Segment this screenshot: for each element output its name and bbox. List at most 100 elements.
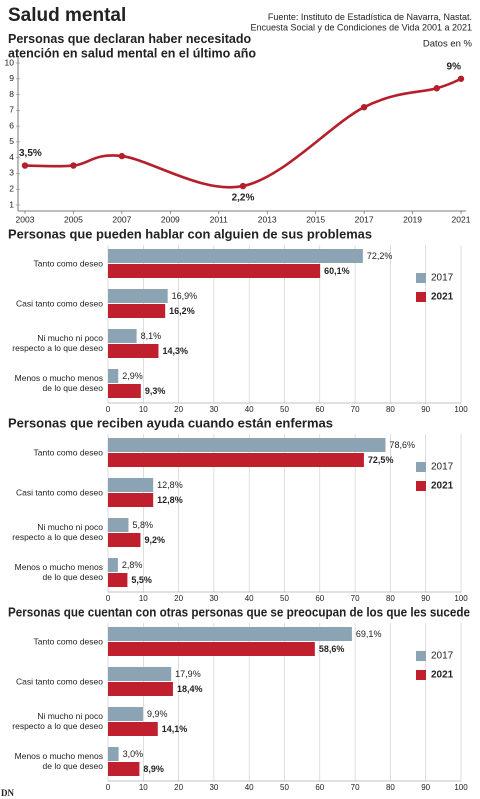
line-chart-title: Personas que declaran haber necesitado at… (8, 32, 256, 60)
value-label: 72,2% (367, 251, 393, 261)
x-tick-label: 2015 (306, 214, 325, 224)
x-tick-label: 90 (421, 594, 430, 603)
line (24, 77, 462, 189)
category-label: Ni mucho ni poco respecto a lo que deseo (12, 333, 103, 353)
y-tick-label: 9 (9, 73, 14, 83)
legend-label: 2017 (431, 273, 454, 284)
value-label: 69,1% (356, 629, 382, 639)
x-tick-label: 60 (315, 405, 324, 414)
point (70, 162, 77, 169)
category-label: Tanto como deseo (34, 447, 104, 457)
point (360, 103, 368, 111)
x-tick-label: 30 (209, 405, 218, 414)
x-tick-label: 80 (386, 594, 395, 603)
x-tick-label: 10 (139, 783, 148, 792)
x-tick-label: 70 (351, 594, 360, 603)
bar (108, 573, 128, 587)
value-label: 3,5% (19, 148, 42, 159)
category-label: Ni mucho ni poco respecto a lo que deseo (12, 522, 103, 542)
category-label: Ni mucho ni poco respecto a lo que deseo (12, 711, 103, 731)
y-tick-label: 6 (9, 120, 14, 130)
bar (108, 762, 140, 776)
legend-swatch (416, 651, 426, 661)
category-label: Menos o mucho menos de lo que deseo (15, 751, 104, 771)
x-tick-label: 2013 (258, 214, 277, 224)
category-label: Tanto como deseo (34, 258, 104, 268)
x-tick-label: 2021 (452, 214, 471, 224)
legend-swatch (416, 292, 426, 302)
y-tick-label: 3 (9, 168, 14, 178)
value-label: 8,1% (141, 331, 162, 341)
x-tick-label: 50 (280, 405, 289, 414)
category-label: Menos o mucho menos de lo que deseo (15, 562, 104, 582)
value-label: 2,2% (232, 193, 255, 204)
value-label: 9,9% (147, 709, 168, 719)
bar (108, 667, 172, 681)
x-tick-label: 40 (245, 783, 254, 792)
x-tick-label: 10 (139, 405, 148, 414)
x-tick-label: 30 (209, 594, 218, 603)
legend-swatch (416, 670, 426, 680)
bar (108, 533, 141, 547)
legend-label: 2021 (431, 481, 454, 492)
point (21, 162, 29, 169)
x-tick-label: 100 (454, 405, 468, 414)
legend-swatch (416, 273, 426, 283)
legend-swatch (416, 462, 426, 472)
value-label: 5,8% (132, 520, 153, 530)
bar (108, 558, 118, 572)
bar (108, 384, 141, 398)
y-tick-label: 1 (9, 199, 14, 209)
x-tick-label: 50 (280, 594, 289, 603)
bar (108, 518, 129, 532)
x-tick-label: 20 (174, 594, 183, 603)
bar (108, 682, 173, 696)
x-tick-label: 40 (245, 405, 254, 414)
bar (108, 344, 159, 358)
y-tick-label: 4 (9, 152, 14, 162)
y-tick-label: 8 (9, 89, 14, 99)
x-tick-label: 0 (106, 783, 111, 792)
chart-title: Personas que cuentan con otras personas … (8, 605, 470, 619)
value-label: 3,0% (123, 749, 144, 759)
bar (108, 249, 363, 263)
legend-label: 2017 (431, 651, 454, 662)
value-label: 8,9% (143, 764, 164, 774)
x-tick-label: 60 (315, 594, 324, 603)
legend-label: 2021 (431, 670, 454, 681)
x-tick-label: 90 (421, 405, 430, 414)
value-label: 12,8% (157, 480, 183, 490)
value-label: 9,2% (144, 535, 165, 545)
x-tick-label: 20 (174, 405, 183, 414)
bar (108, 627, 352, 641)
value-label: 58,6% (319, 644, 345, 654)
x-tick-label: 40 (245, 594, 254, 603)
main-title: Salud mental (8, 5, 126, 26)
point (433, 85, 440, 92)
chart-title: Personas que reciben ayuda cuando están … (8, 416, 333, 430)
y-tick-label: 2 (9, 183, 14, 193)
bar (108, 304, 166, 318)
x-tick-label: 2017 (355, 214, 374, 224)
units-note: Datos en % (423, 39, 473, 50)
value-label: 9% (447, 61, 462, 72)
x-tick-label: 80 (386, 783, 395, 792)
source: Fuente: Instituto de Estadística de Nava… (251, 12, 473, 32)
x-tick-label: 30 (209, 783, 218, 792)
x-tick-label: 2005 (64, 214, 83, 224)
x-tick-label: 80 (386, 405, 395, 414)
x-tick-label: 100 (454, 783, 468, 792)
point (457, 75, 465, 82)
value-label: 78,6% (389, 440, 415, 450)
bar (108, 747, 119, 761)
category-label: Tanto como deseo (34, 636, 104, 646)
x-tick-label: 60 (315, 783, 324, 792)
y-tick-label: 10 (5, 57, 15, 67)
x-tick-label: 70 (351, 783, 360, 792)
value-label: 9,3% (145, 386, 166, 396)
category-label: Casi tanto como deseo (16, 676, 103, 686)
bar (108, 438, 386, 452)
x-tick-label: 0 (106, 594, 111, 603)
